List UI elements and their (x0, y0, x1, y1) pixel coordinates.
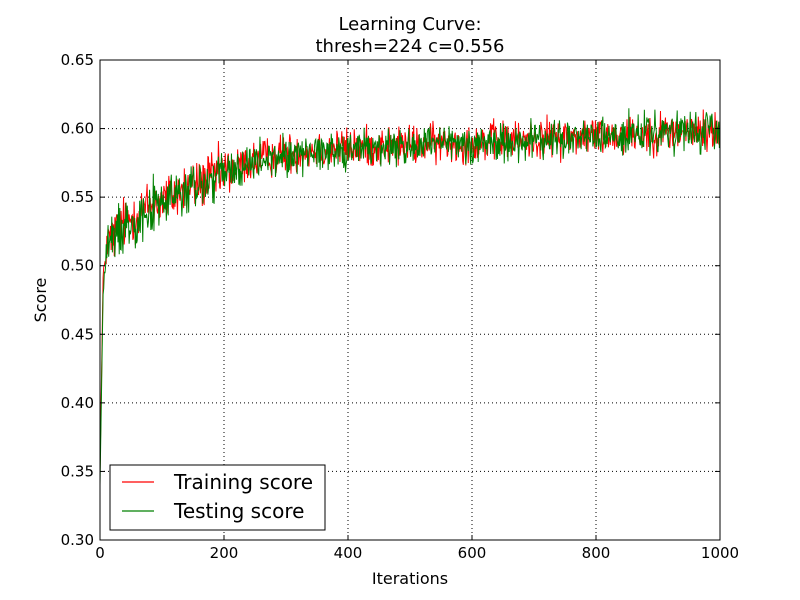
y-tick-label: 0.60 (61, 120, 94, 138)
y-tick-label: 0.55 (61, 188, 94, 206)
y-axis-label: Score (31, 278, 50, 323)
tick-labels: 0 200 400 600 800 1000 0.30 0.35 0.40 0.45 0.50 0.5… (61, 51, 740, 562)
x-tick-label: 800 (582, 544, 611, 562)
legend-box (109, 464, 326, 531)
y-tick-label: 0.45 (61, 325, 94, 343)
y-tick-label: 0.65 (61, 51, 94, 69)
plot-frame (99, 59, 721, 541)
legend-label-training: Training score (173, 470, 313, 494)
x-tick-label: 400 (334, 544, 363, 562)
chart-title-line2: thresh=224 c=0.556 (316, 36, 505, 57)
series-line-training-score (99, 109, 721, 472)
y-tick-label: 0.40 (61, 394, 94, 412)
series-layer (99, 108, 721, 486)
x-axis-label: Iterations (372, 569, 448, 588)
x-tick-label: 1000 (701, 544, 739, 562)
x-tick-label: 0 (95, 544, 105, 562)
chart-title-line1: Learning Curve: (338, 14, 481, 35)
ticks (99, 59, 721, 541)
legend: Training score Testing score (109, 464, 326, 531)
y-tick-label: 0.50 (61, 257, 94, 275)
x-tick-label: 600 (458, 544, 487, 562)
x-tick-label: 200 (210, 544, 239, 562)
y-tick-label: 0.30 (61, 531, 94, 549)
series-line-testing-score (99, 108, 721, 486)
legend-label-testing: Testing score (173, 499, 304, 523)
y-tick-label: 0.35 (61, 462, 94, 480)
